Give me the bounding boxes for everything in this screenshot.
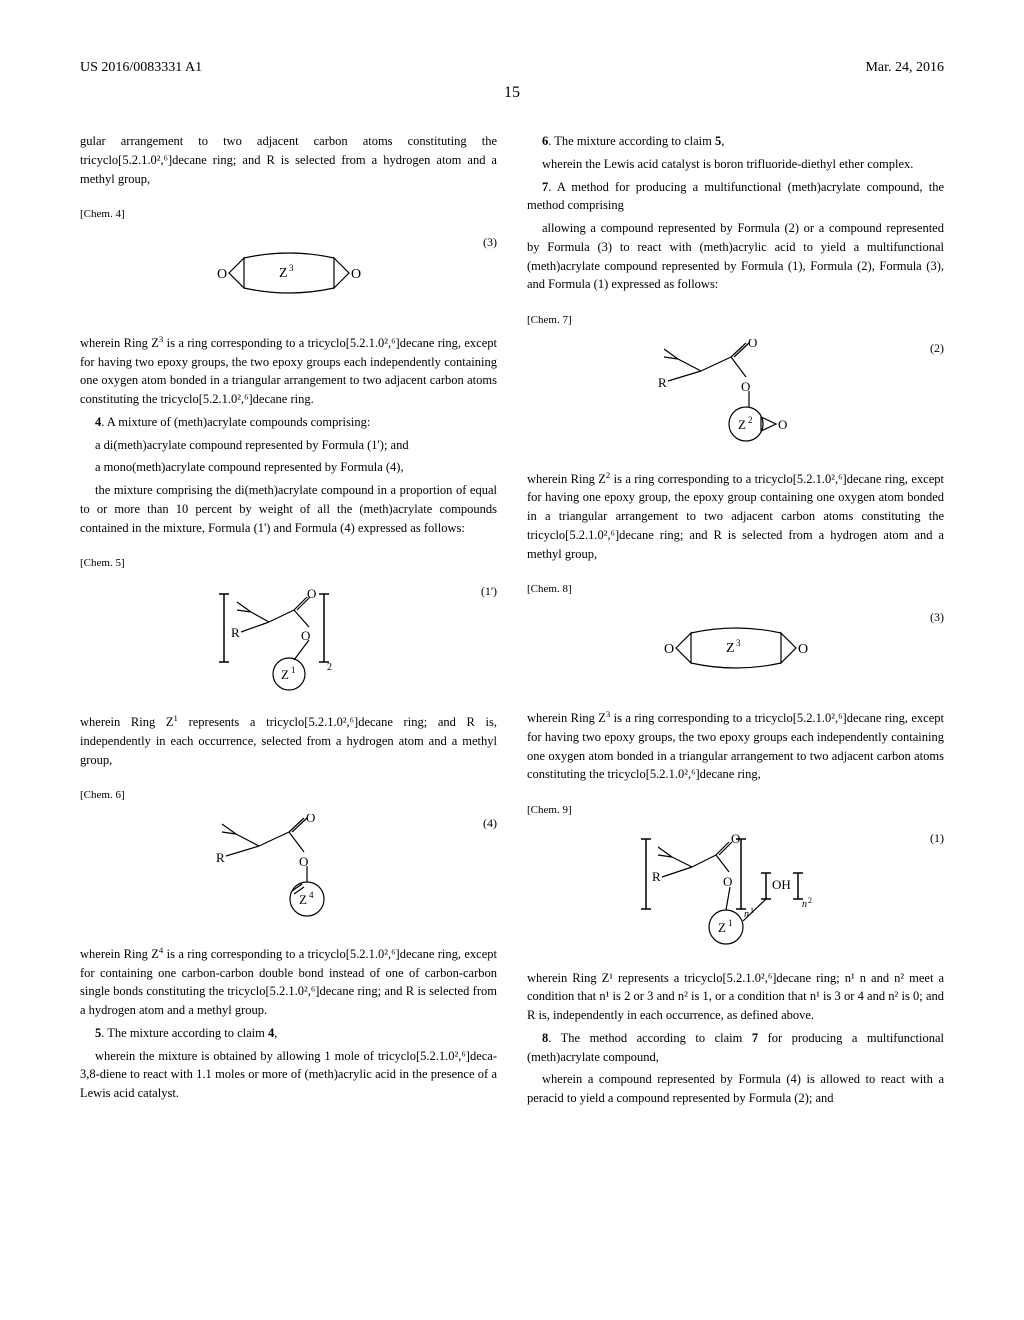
formula-3-block: (3) O Z 3 O bbox=[80, 233, 497, 313]
svg-text:Z: Z bbox=[299, 892, 307, 907]
formula-2-description: wherein Ring Z2 is a ring corresponding … bbox=[527, 469, 944, 564]
formula-1prime-block: (1') 2 R O O Z 1 bbox=[80, 582, 497, 692]
chem-structure-1: n 1 R O O Z 1 OH bbox=[626, 829, 846, 949]
chem-label-4: [Chem. 4] bbox=[80, 206, 497, 223]
claim-7-body: allowing a compound represented by Formu… bbox=[527, 219, 944, 294]
right-column: 6. The mixture according to claim 5, whe… bbox=[527, 132, 944, 1112]
chem-label-5: [Chem. 5] bbox=[80, 555, 497, 572]
chem-label-7: [Chem. 7] bbox=[527, 312, 944, 329]
formula-number-4: (4) bbox=[483, 814, 497, 832]
svg-text:O: O bbox=[778, 417, 787, 432]
page-number: 15 bbox=[80, 84, 944, 102]
svg-text:O: O bbox=[664, 642, 674, 657]
publication-date: Mar. 24, 2016 bbox=[865, 60, 944, 76]
svg-text:O: O bbox=[307, 586, 316, 601]
claim-8-opening: 8. The method according to claim 7 for p… bbox=[527, 1029, 944, 1067]
chem-label-8: [Chem. 8] bbox=[527, 581, 944, 598]
claim-5-opening: 5. The mixture according to claim 4, bbox=[80, 1024, 497, 1043]
chem-structure-3b: O Z 3 O bbox=[656, 618, 816, 678]
svg-text:O: O bbox=[306, 814, 315, 825]
publication-number: US 2016/0083331 A1 bbox=[80, 60, 202, 76]
svg-text:O: O bbox=[351, 267, 361, 282]
svg-text:1: 1 bbox=[728, 918, 733, 928]
svg-text:Z: Z bbox=[279, 266, 288, 281]
svg-text:O: O bbox=[748, 339, 757, 350]
claim-7-opening: 7. A method for producing a multifunctio… bbox=[527, 178, 944, 216]
svg-text:O: O bbox=[723, 874, 732, 889]
svg-text:R: R bbox=[216, 850, 225, 865]
formula-3b-block: (3) O Z 3 O bbox=[527, 608, 944, 688]
svg-text:Z: Z bbox=[738, 417, 746, 432]
svg-text:n: n bbox=[802, 899, 807, 910]
claim-4-part-c: the mixture comprising the di(meth)acryl… bbox=[80, 481, 497, 537]
formula-number-3: (3) bbox=[483, 233, 497, 251]
left-column: gular arrangement to two adjacent carbon… bbox=[80, 132, 497, 1112]
formula-4-description: wherein Ring Z4 is a ring corresponding … bbox=[80, 944, 497, 1020]
formula-3b-description: wherein Ring Z3 is a ring corresponding … bbox=[527, 708, 944, 784]
svg-text:2: 2 bbox=[748, 415, 753, 425]
formula-number-1: (1) bbox=[930, 829, 944, 847]
svg-text:R: R bbox=[652, 869, 661, 884]
claim-5-body: wherein the mixture is obtained by allow… bbox=[80, 1047, 497, 1103]
formula-3-description: wherein Ring Z3 is a ring corresponding … bbox=[80, 333, 497, 409]
formula-number-1prime: (1') bbox=[481, 582, 497, 600]
claim-6-body: wherein the Lewis acid catalyst is boron… bbox=[527, 155, 944, 174]
svg-text:Z: Z bbox=[718, 920, 726, 935]
svg-text:R: R bbox=[658, 375, 667, 390]
claim-4-part-b: a mono(meth)acrylate compound represente… bbox=[80, 458, 497, 477]
claim-8-body: wherein a compound represented by Formul… bbox=[527, 1070, 944, 1108]
formula-1-block: (1) n 1 R O O Z 1 bbox=[527, 829, 944, 949]
svg-text:2: 2 bbox=[808, 896, 812, 905]
svg-text:3: 3 bbox=[289, 263, 294, 273]
formula-number-2: (2) bbox=[930, 339, 944, 357]
formula-1prime-description: wherein Ring Z1 represents a tricyclo[5.… bbox=[80, 712, 497, 769]
svg-text:O: O bbox=[217, 267, 227, 282]
chem-structure-3: O Z 3 O bbox=[209, 243, 369, 303]
formula-number-3b: (3) bbox=[930, 608, 944, 626]
chem-label-9: [Chem. 9] bbox=[527, 802, 944, 819]
svg-text:O: O bbox=[798, 642, 808, 657]
continuation-text: gular arrangement to two adjacent carbon… bbox=[80, 132, 497, 188]
svg-text:4: 4 bbox=[309, 890, 314, 900]
claim-6-opening: 6. The mixture according to claim 5, bbox=[527, 132, 944, 151]
chem-structure-1prime: 2 R O O Z 1 bbox=[199, 582, 379, 692]
svg-text:3: 3 bbox=[736, 638, 741, 648]
svg-text:Z: Z bbox=[281, 667, 289, 682]
claim-4-part-a: a di(meth)acrylate compound represented … bbox=[80, 436, 497, 455]
chem-label-6: [Chem. 6] bbox=[80, 787, 497, 804]
svg-text:2: 2 bbox=[327, 662, 332, 673]
svg-text:Z: Z bbox=[726, 641, 735, 656]
chem-structure-4: R O O Z 4 bbox=[204, 814, 374, 924]
svg-text:O: O bbox=[731, 831, 740, 846]
formula-1-description: wherein Ring Z¹ represents a tricyclo[5.… bbox=[527, 969, 944, 1025]
svg-text:OH: OH bbox=[772, 877, 791, 892]
claim-4-opening: 4. A mixture of (meth)acrylate compounds… bbox=[80, 413, 497, 432]
formula-2-block: (2) R O O Z 2 O bbox=[527, 339, 944, 449]
formula-4-block: (4) R O O Z 4 bbox=[80, 814, 497, 924]
chem-structure-2: R O O Z 2 O bbox=[646, 339, 826, 449]
svg-text:R: R bbox=[231, 625, 240, 640]
svg-text:1: 1 bbox=[291, 665, 296, 675]
